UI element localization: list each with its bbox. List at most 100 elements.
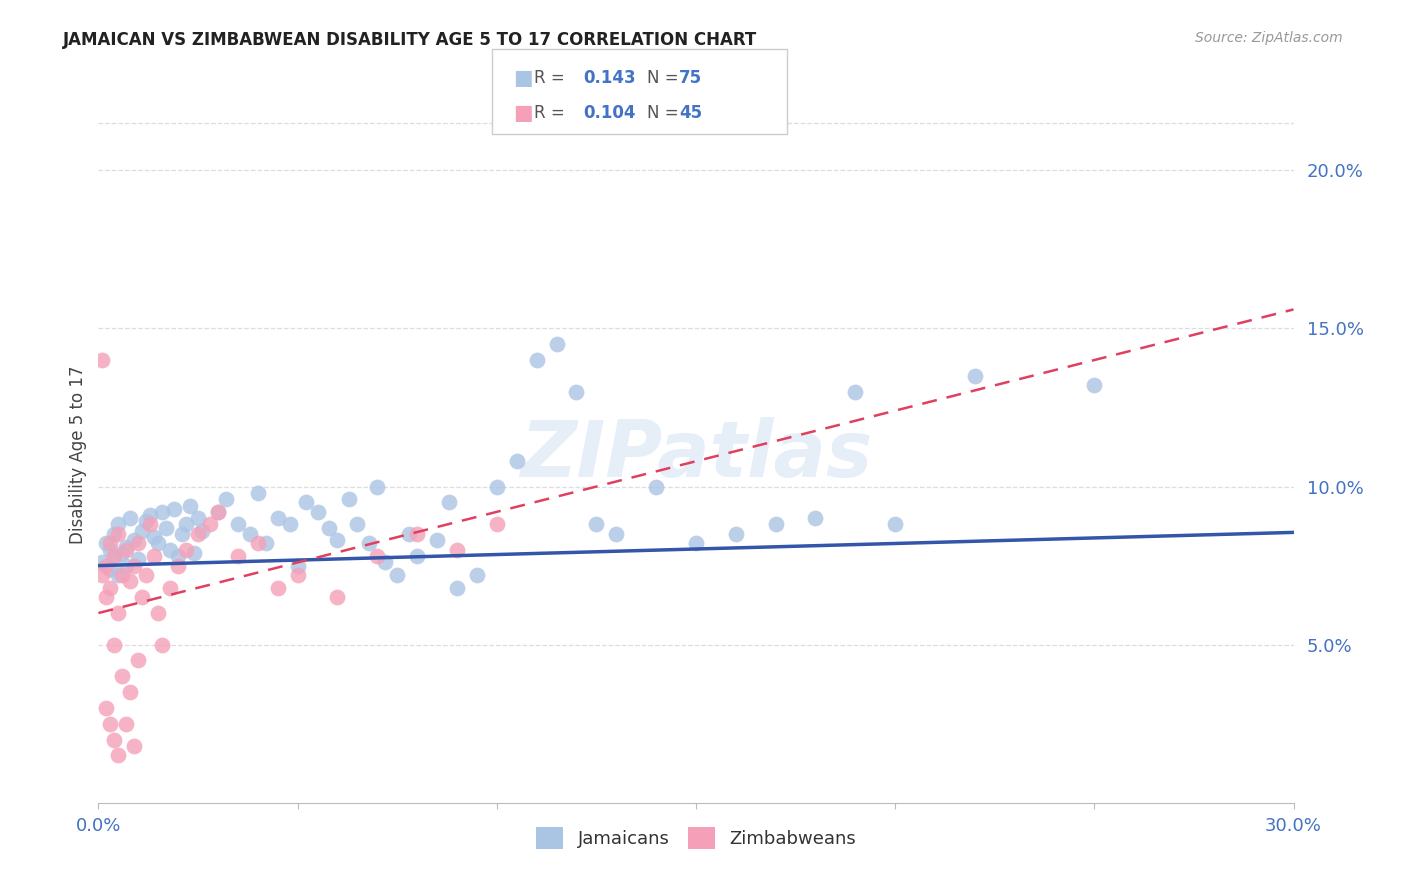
Point — [246, 536, 269, 550]
Point — [884, 517, 907, 532]
Point — [148, 606, 170, 620]
Point — [91, 353, 114, 368]
Point — [374, 556, 396, 570]
Text: R =: R = — [534, 103, 571, 121]
Point — [1083, 378, 1105, 392]
Point — [307, 505, 329, 519]
Point — [485, 479, 508, 493]
Point — [359, 536, 381, 550]
Point — [172, 527, 194, 541]
Point — [115, 716, 138, 731]
Point — [526, 353, 548, 368]
Point — [98, 581, 122, 595]
Point — [96, 536, 118, 550]
Point — [159, 542, 181, 557]
Point — [406, 549, 429, 563]
Point — [724, 527, 747, 541]
Point — [143, 549, 166, 563]
Point — [437, 495, 460, 509]
Point — [103, 549, 125, 563]
Point — [366, 479, 388, 493]
Point — [385, 568, 409, 582]
Point — [167, 549, 190, 563]
Point — [278, 517, 301, 532]
Y-axis label: Disability Age 5 to 17: Disability Age 5 to 17 — [69, 366, 87, 544]
Point — [174, 517, 197, 532]
Point — [346, 517, 368, 532]
Point — [174, 542, 197, 557]
Point — [124, 558, 146, 573]
Point — [207, 505, 229, 519]
Point — [485, 517, 508, 532]
Text: 0.104: 0.104 — [583, 103, 636, 121]
Point — [506, 454, 529, 468]
Point — [98, 562, 122, 576]
Point — [287, 568, 309, 582]
Point — [127, 552, 149, 566]
Text: 75: 75 — [679, 69, 702, 87]
Point — [267, 511, 290, 525]
Point — [131, 591, 153, 605]
Point — [115, 542, 138, 557]
Point — [120, 511, 142, 525]
Point — [187, 527, 209, 541]
Point — [148, 536, 170, 550]
Point — [326, 591, 349, 605]
Point — [115, 558, 138, 573]
Point — [124, 533, 146, 548]
Point — [111, 669, 134, 683]
Point — [446, 581, 468, 595]
Point — [167, 558, 190, 573]
Point — [246, 486, 269, 500]
Text: N =: N = — [647, 69, 683, 87]
Point — [127, 653, 149, 667]
Point — [159, 581, 181, 595]
Point — [183, 546, 205, 560]
Text: R =: R = — [534, 69, 571, 87]
Point — [179, 499, 201, 513]
Point — [103, 527, 125, 541]
Point — [366, 549, 388, 563]
Point — [398, 527, 420, 541]
Point — [163, 501, 186, 516]
Point — [96, 558, 118, 573]
Point — [585, 517, 607, 532]
Point — [124, 739, 146, 753]
Point — [107, 748, 129, 763]
Point — [446, 542, 468, 557]
Point — [135, 514, 157, 528]
Point — [103, 638, 125, 652]
Point — [139, 508, 162, 522]
Point — [135, 568, 157, 582]
Text: 0.143: 0.143 — [583, 69, 636, 87]
Point — [191, 524, 214, 538]
Point — [150, 638, 173, 652]
Point — [155, 521, 177, 535]
Point — [326, 533, 349, 548]
Legend: Jamaicans, Zimbabweans: Jamaicans, Zimbabweans — [529, 820, 863, 856]
Point — [239, 527, 262, 541]
Point — [226, 517, 249, 532]
Point — [426, 533, 449, 548]
Point — [111, 546, 134, 560]
Point — [98, 536, 122, 550]
Point — [406, 527, 429, 541]
Point — [207, 505, 229, 519]
Text: 45: 45 — [679, 103, 702, 121]
Text: JAMAICAN VS ZIMBABWEAN DISABILITY AGE 5 TO 17 CORRELATION CHART: JAMAICAN VS ZIMBABWEAN DISABILITY AGE 5 … — [63, 31, 758, 49]
Point — [91, 568, 114, 582]
Point — [103, 732, 125, 747]
Text: Source: ZipAtlas.com: Source: ZipAtlas.com — [1195, 31, 1343, 45]
Point — [546, 337, 568, 351]
Point — [98, 542, 122, 557]
Point — [120, 574, 142, 589]
Point — [963, 368, 986, 383]
Point — [120, 685, 142, 699]
Point — [107, 517, 129, 532]
Text: ■: ■ — [513, 68, 533, 87]
Point — [107, 527, 129, 541]
Point — [339, 492, 361, 507]
Point — [294, 495, 316, 509]
Point — [131, 524, 153, 538]
Point — [107, 568, 129, 582]
